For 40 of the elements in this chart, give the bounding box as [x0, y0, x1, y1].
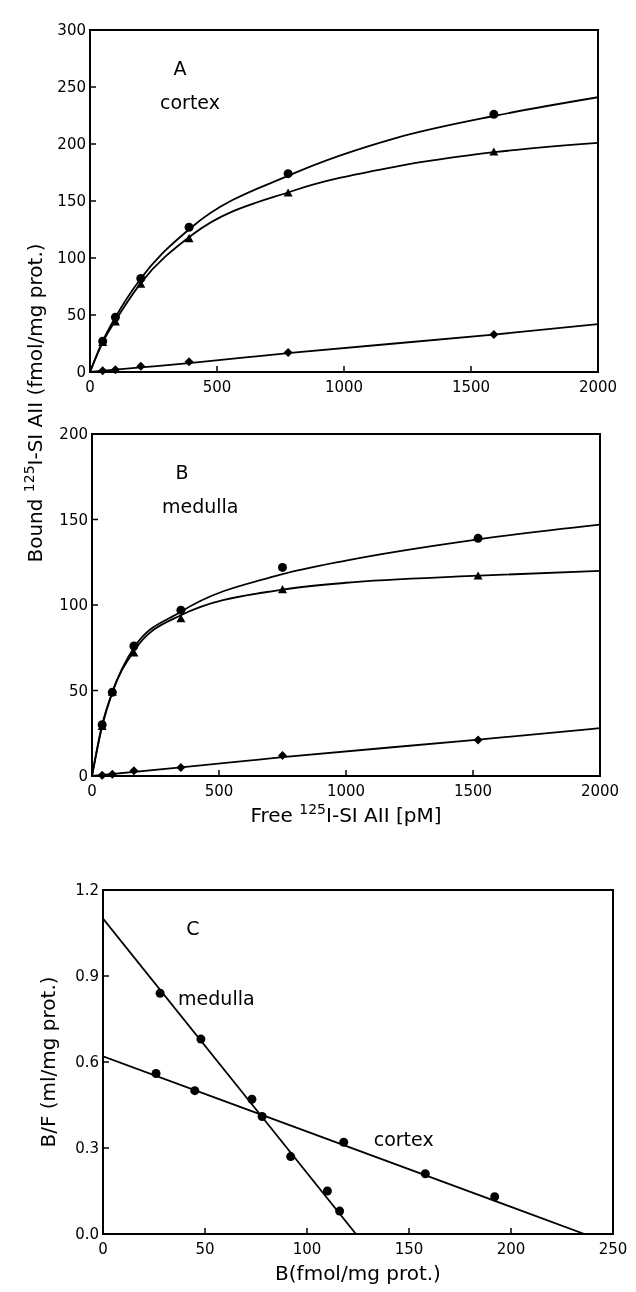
series-label: medulla: [178, 987, 255, 1010]
x-tick-label: 150: [394, 1240, 424, 1258]
x-tick-label: 50: [195, 1240, 215, 1258]
y-tick-label: 50: [68, 681, 88, 700]
y-tick-label: 250: [57, 78, 86, 96]
x-tick-label: 2000: [578, 378, 618, 396]
series-label: cortex: [373, 1128, 434, 1151]
x-tick-label: 250: [598, 1240, 628, 1258]
x-tick-label: 1500: [453, 782, 493, 800]
annotation: A: [173, 57, 187, 79]
x-tick-label: 100: [292, 1240, 322, 1258]
annotation: cortex: [160, 91, 220, 113]
annotation: B: [175, 461, 189, 483]
x-tick-label: 500: [202, 378, 232, 396]
annotation: C: [186, 917, 200, 939]
y-tick-label: 100: [57, 249, 86, 267]
x-tick-label: 2000: [580, 782, 620, 800]
y-tick-label: 0.6: [75, 1053, 99, 1071]
y-tick-label: 100: [59, 596, 88, 614]
y-tick-label: 150: [57, 192, 86, 210]
y-axis-title: B/F (ml/mg prot.): [36, 976, 60, 1148]
y-tick-label: 200: [59, 425, 88, 443]
y-tick-label: 300: [57, 21, 86, 39]
y-tick-label: 1.2: [75, 881, 99, 899]
y-tick-label: 0.3: [75, 1139, 99, 1157]
x-axis-title: Free $^{125}$I-SI AII [pM]: [250, 801, 442, 827]
x-axis-title: B(fmol/mg prot.): [275, 1261, 441, 1285]
y-tick-label: 0: [78, 767, 88, 785]
x-tick-label: 500: [204, 782, 234, 800]
y-tick-label: 150: [59, 510, 88, 529]
x-tick-label: 1000: [324, 378, 364, 396]
y-tick-label: 0.0: [75, 1225, 99, 1243]
y-tick-label: 0: [76, 363, 86, 381]
y-tick-label: 0.9: [75, 967, 99, 985]
x-tick-label: 200: [496, 1240, 526, 1258]
y-tick-label: 50: [66, 306, 86, 324]
y-tick-label: 200: [57, 135, 86, 153]
x-tick-label: 1000: [326, 782, 366, 800]
x-tick-label: 1500: [451, 378, 491, 396]
annotation: medulla: [162, 495, 239, 517]
